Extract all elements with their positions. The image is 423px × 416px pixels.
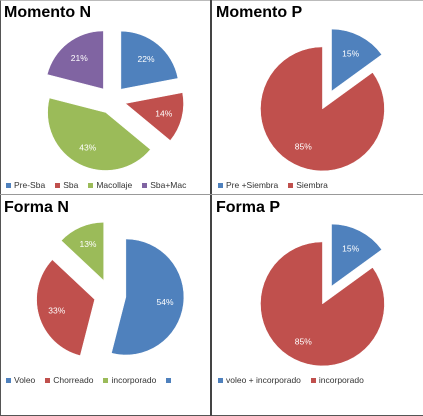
vertical-divider [210, 0, 212, 416]
pie-slice-pre-sba [120, 30, 179, 90]
legend-swatch [6, 377, 11, 383]
slice-data-label: 15% [342, 49, 359, 59]
legend-label: Voleo [14, 375, 36, 385]
chart-legend: voleo + incorporado incorporado [218, 375, 420, 385]
legend-swatch [142, 182, 148, 188]
legend-label: Chorreado [53, 375, 94, 385]
legend-item [166, 375, 174, 385]
legend-swatch [6, 182, 11, 188]
chart-legend: Pre +Siembra Siembra [218, 180, 420, 190]
chart-panel-forma-p: Forma P 15% 85% voleo + incorporado incorp… [212, 195, 422, 393]
pie-slice-siembra [260, 46, 385, 172]
slice-data-label: 21% [71, 53, 88, 63]
slice-data-label: 85% [295, 141, 312, 151]
pie-svg: 54% 33% 13% [36, 222, 185, 356]
slice-data-label: 43% [79, 143, 96, 153]
legend-label: Pre +Siembra [226, 180, 279, 190]
legend-swatch [166, 377, 172, 383]
legend-item: Sba+Mac [142, 180, 186, 190]
legend-item: Pre-Sba [6, 180, 45, 190]
legend-label: Sba [63, 180, 79, 190]
legend-item: Macollaje [88, 180, 132, 190]
slice-data-label: 22% [138, 54, 155, 64]
legend-item: Chorreado [45, 375, 93, 385]
legend-swatch [55, 182, 61, 188]
legend-label: Sba+Mac [150, 180, 187, 190]
pie-slice-sba-mac [46, 30, 104, 90]
chart-title: Momento N [4, 4, 92, 21]
slice-data-label: 54% [156, 297, 173, 307]
legend-label: Siembra [296, 180, 328, 190]
legend-item: Pre +Siembra [218, 180, 278, 190]
legend-swatch [103, 377, 109, 383]
chart-panel-forma-n: Forma N 54% 33% 13% Voleo Chorreado incorpor… [0, 195, 210, 393]
legend-swatch [310, 377, 316, 383]
legend-item: Voleo [6, 375, 35, 385]
pie-slice-voleo [111, 238, 185, 356]
chart-legend: Pre-Sba Sba Macollaje Sba+Mac [6, 180, 208, 190]
legend-label: Pre-Sba [14, 180, 46, 190]
legend-swatch [88, 182, 94, 188]
legend-label: voleo + incorporado [226, 375, 301, 385]
pie-slice-voleo-incorporado [331, 223, 383, 287]
legend-label: incorporado [111, 375, 157, 385]
chart-legend: Voleo Chorreado incorporado [6, 375, 208, 385]
chart-title: Forma P [216, 199, 281, 216]
pie-slice-pre-siembra [331, 28, 383, 92]
legend-swatch [218, 377, 223, 383]
slice-data-label: 15% [342, 244, 359, 254]
pie-svg: 15% 85% [260, 223, 385, 367]
pie-slice-incorporado [260, 241, 385, 367]
legend-item: incorporado [103, 375, 156, 385]
legend-item: voleo + incorporado [218, 375, 301, 385]
legend-swatch [288, 182, 294, 188]
legend-item: Sba [55, 180, 78, 190]
horizontal-divider [0, 194, 423, 195]
legend-swatch [218, 182, 223, 188]
pie-slice-chorreado [36, 259, 95, 356]
pie-svg: 15% 85% [260, 28, 385, 172]
slice-data-label: 14% [155, 108, 172, 118]
slice-data-label: 85% [295, 336, 312, 346]
chart-panel-momento-n: Momento N 22% 14% 43% 21% Pre-Sba Sba Macolla… [0, 0, 210, 198]
legend-label: incorporado [318, 375, 364, 385]
legend-swatch [45, 377, 51, 383]
chart-title: Forma N [4, 199, 69, 216]
pie-svg: 22% 14% 43% 21% [46, 30, 184, 171]
chart-title: Momento P [216, 4, 303, 21]
pie-slice-macollaje [47, 97, 151, 171]
pie-slice-sba [124, 92, 184, 141]
slice-data-label: 33% [48, 305, 65, 315]
slice-data-label: 13% [79, 239, 96, 249]
pie-slice-incorporado [61, 222, 104, 281]
legend-item: incorporado [310, 375, 364, 385]
legend-item: Siembra [288, 180, 328, 190]
legend-label: Macollaje [96, 180, 133, 190]
chart-panel-momento-p: Momento P 15% 85% Pre +Siembra Siembra [212, 0, 422, 198]
